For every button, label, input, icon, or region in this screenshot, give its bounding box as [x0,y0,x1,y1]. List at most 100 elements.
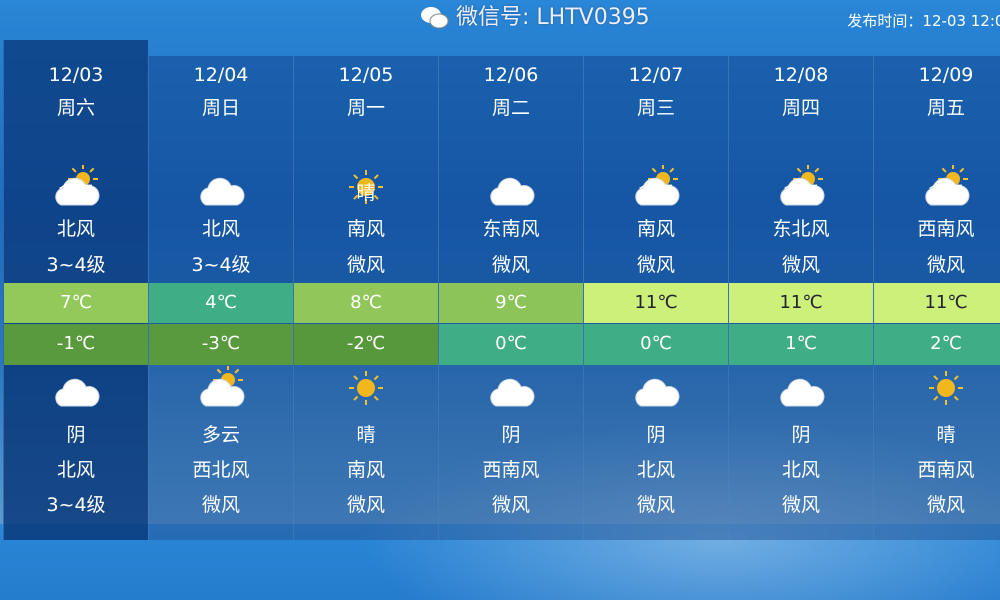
weekday-label: 周一 [346,97,385,119]
weekday-label: 周日 [201,97,240,119]
night-weather: 阴 [791,424,811,446]
night-icon [584,366,728,410]
day-weather: 多云 [56,182,95,204]
night-weather: 阴 [646,424,666,446]
cloudy-icon [55,378,100,407]
day-icon [4,165,148,209]
night-weather: 晴 [356,424,376,446]
night-icon [149,366,293,410]
day-wind-direction: 北风 [56,218,95,240]
night-wind-direction: 南风 [346,459,385,481]
date-label: 12/04 [193,64,249,86]
day-column: 12/08 周四 多云 东北风 微风 11℃ 1℃ 阴北风 微风 [728,56,873,540]
night-weather: 阴 [501,424,521,446]
night-wind-direction: 北风 [781,459,820,481]
night-weather: 多云 [201,424,240,446]
night-wind-direction: 西南风 [917,459,975,481]
low-temp: 0℃ [439,324,583,365]
date-label: 12/05 [338,64,394,86]
day-wind-level: 微风 [781,254,820,276]
date-label: 12/07 [628,64,684,86]
day-wind-level: 微风 [491,254,530,276]
night-wind-level: 微风 [491,494,530,516]
night-wind-direction: 西北风 [192,459,250,481]
cloudy-icon [490,177,535,206]
low-temp: 2℃ [874,324,1000,365]
low-temp: -3℃ [149,324,293,365]
day-wind-direction: 南风 [346,218,385,240]
watermark: 微信号: LHTV0395 [420,4,650,32]
day-wind-level: 微风 [636,254,675,276]
day-icon [439,165,583,209]
day-icon [149,165,293,209]
day-wind-direction: 东北风 [772,218,830,240]
night-section [874,365,1000,540]
night-wind-level: 3~4级 [46,494,106,516]
date-label: 12/03 [48,64,104,86]
day-weather: 阴 [501,182,521,204]
day-wind-direction: 西南风 [917,218,975,240]
partly-cloudy-icon [925,165,970,206]
night-wind-level: 微风 [346,494,385,516]
day-icon [874,165,1000,209]
cloudy-icon [780,378,825,407]
high-temp: 11℃ [874,283,1000,323]
forecast-grid: 12/03 周六 多云 北风 3~4级 7℃ -1℃ 阴北风 3~4级 12/04 周日阴北风 3~4… [3,40,1000,540]
sunny-icon [929,371,963,405]
day-wind-direction: 南风 [636,218,675,240]
day-wind-level: 3~4级 [191,254,251,276]
day-wind-level: 微风 [926,254,965,276]
day-weather: 多云 [781,182,820,204]
date-label: 12/08 [773,64,829,86]
partly-cloudy-icon [200,366,245,407]
high-temp: 4℃ [149,283,293,323]
night-wind-direction: 西南风 [482,459,540,481]
day-column: 12/07 周三 多云 南风 微风 11℃ 0℃ 阴北风 微风 [583,56,728,540]
day-wind-level: 3~4级 [46,254,106,276]
night-icon [439,366,583,410]
night-weather: 阴 [66,424,86,446]
cloudy-icon [490,378,535,407]
day-column: 12/03 周六 多云 北风 3~4级 7℃ -1℃ 阴北风 3~4级 [3,40,148,540]
partly-cloudy-icon [55,165,100,206]
day-wind-direction: 东南风 [482,218,540,240]
high-temp: 8℃ [294,283,438,323]
publish-time: 发布时间：12-03 12:00 [847,12,1000,30]
high-temp: 7℃ [4,283,148,323]
day-weather: 多云 [636,182,675,204]
day-weather: 多云 [926,182,965,204]
high-temp: 11℃ [729,283,873,323]
weekday-label: 周三 [636,97,675,119]
night-icon [729,366,873,410]
watermark-text: 微信号: LHTV0395 [456,5,650,30]
day-column: 12/05 周一晴南风 微风 8℃ -2℃ 晴南风 微风 [293,56,438,540]
night-wind-level: 微风 [636,494,675,516]
high-temp: 9℃ [439,283,583,323]
night-wind-direction: 北风 [636,459,675,481]
date-label: 12/09 [918,64,974,86]
day-column: 12/04 周日阴北风 3~4级 4℃ -3℃ 多云 西北风 微风 [148,56,293,540]
weekday-label: 周四 [781,97,820,119]
weekday-label: 周六 [56,97,95,119]
night-icon [294,366,438,410]
weekday-label: 周二 [491,97,530,119]
cloudy-icon [200,177,245,206]
day-column: 12/09 周五 多云 西南风 微风 11℃ 2℃ 晴西南风 微风 [873,56,1000,540]
night-weather: 晴 [936,424,956,446]
day-icon [729,165,873,209]
day-icon [584,165,728,209]
night-wind-level: 微风 [201,494,240,516]
night-wind-direction: 北风 [56,459,95,481]
weekday-label: 周五 [926,97,965,119]
sunny-icon [349,170,383,204]
night-wind-level: 微风 [926,494,965,516]
day-wind-level: 微风 [346,254,385,276]
wechat-icon [421,7,449,29]
low-temp: 0℃ [584,324,728,365]
low-temp: -1℃ [4,324,148,365]
night-icon [4,366,148,410]
sunny-icon [349,371,383,405]
low-temp: -2℃ [294,324,438,365]
low-temp: 1℃ [729,324,873,365]
day-weather: 阴 [211,182,231,204]
